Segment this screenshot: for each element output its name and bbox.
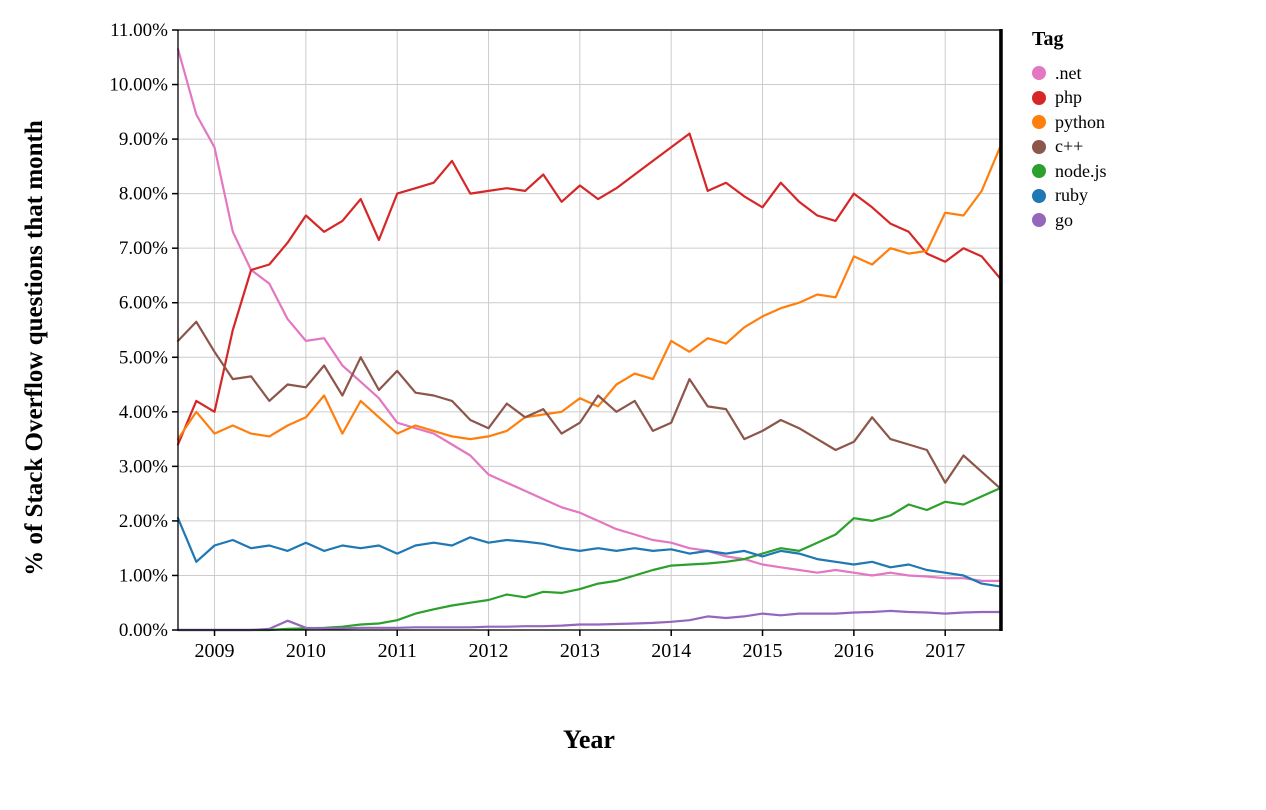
- series-line-node.js: [176, 487, 1002, 632]
- y-tick-label: 3.00%: [119, 456, 168, 477]
- legend-item-label: go: [1055, 209, 1073, 230]
- y-tick-label: 5.00%: [119, 347, 168, 368]
- y-tick-label: 11.00%: [110, 20, 168, 41]
- x-tick-label: 2011: [378, 640, 417, 662]
- series-line-.net: [176, 47, 1002, 583]
- legend-items: .net php python c++ node.js ruby go: [1032, 61, 1107, 233]
- y-tick-label: 7.00%: [119, 238, 168, 259]
- x-tick-label: 2017: [925, 640, 965, 662]
- legend-item: ruby: [1032, 184, 1107, 209]
- tick-labels: 0.00% 1.00% 2.00% 3.00% 4.00% 5.00% 6.00% 7.00%…: [109, 20, 965, 662]
- series-line-php: [176, 132, 1002, 446]
- y-tick-label: 9.00%: [119, 129, 168, 150]
- legend-dot-icon: [1032, 164, 1046, 179]
- y-tick-label: 2.00%: [119, 511, 168, 532]
- series-lines: [176, 47, 1002, 632]
- legend-item: .net: [1032, 61, 1107, 86]
- legend-item-label: .net: [1055, 62, 1082, 83]
- legend-dot-icon: [1032, 188, 1046, 203]
- y-tick-label: 10.00%: [109, 75, 168, 96]
- x-tick-label: 2014: [651, 640, 691, 662]
- legend-item-label: c++: [1055, 136, 1084, 157]
- axes: [172, 29, 1003, 636]
- legend-dot-icon: [1032, 115, 1046, 130]
- series-line-go: [176, 609, 1002, 632]
- y-tick-label: 0.00%: [119, 620, 168, 641]
- x-tick-label: 2012: [469, 640, 509, 662]
- y-tick-label: 1.00%: [119, 565, 168, 586]
- y-tick-label: 4.00%: [119, 402, 168, 423]
- gridlines: [178, 29, 1000, 631]
- plot-border: [177, 29, 1001, 631]
- legend-dot-icon: [1032, 90, 1046, 105]
- y-tick-label: 6.00%: [119, 293, 168, 314]
- legend-item: go: [1032, 208, 1107, 233]
- y-tick-label: 8.00%: [119, 184, 168, 205]
- legend-item: c++: [1032, 135, 1107, 160]
- series-line-ruby: [176, 517, 1002, 588]
- x-tick-label: 2015: [743, 640, 783, 662]
- legend-item: python: [1032, 110, 1107, 135]
- x-tick-label: 2013: [560, 640, 600, 662]
- y-axis-title: % of Stack Overflow questions that month: [21, 120, 48, 576]
- x-tick-label: 2010: [286, 640, 326, 662]
- series-line-c++: [176, 320, 1002, 490]
- legend-item: php: [1032, 86, 1107, 111]
- legend: Tag .net php python c++ node.js ruby go: [1032, 28, 1107, 233]
- x-axis-title: Year: [563, 725, 615, 754]
- x-tick-label: 2016: [834, 640, 874, 662]
- legend-item-label: php: [1055, 87, 1082, 108]
- legend-item-label: python: [1055, 111, 1106, 132]
- legend-item-label: ruby: [1055, 185, 1088, 206]
- legend-item: node.js: [1032, 159, 1107, 184]
- legend-title: Tag: [1032, 28, 1064, 50]
- legend-dot-icon: [1032, 139, 1046, 154]
- legend-dot-icon: [1032, 213, 1046, 228]
- series-line-python: [176, 146, 1002, 441]
- legend-item-label: node.js: [1055, 160, 1107, 181]
- legend-dot-icon: [1032, 66, 1046, 81]
- x-tick-label: 2009: [195, 640, 235, 662]
